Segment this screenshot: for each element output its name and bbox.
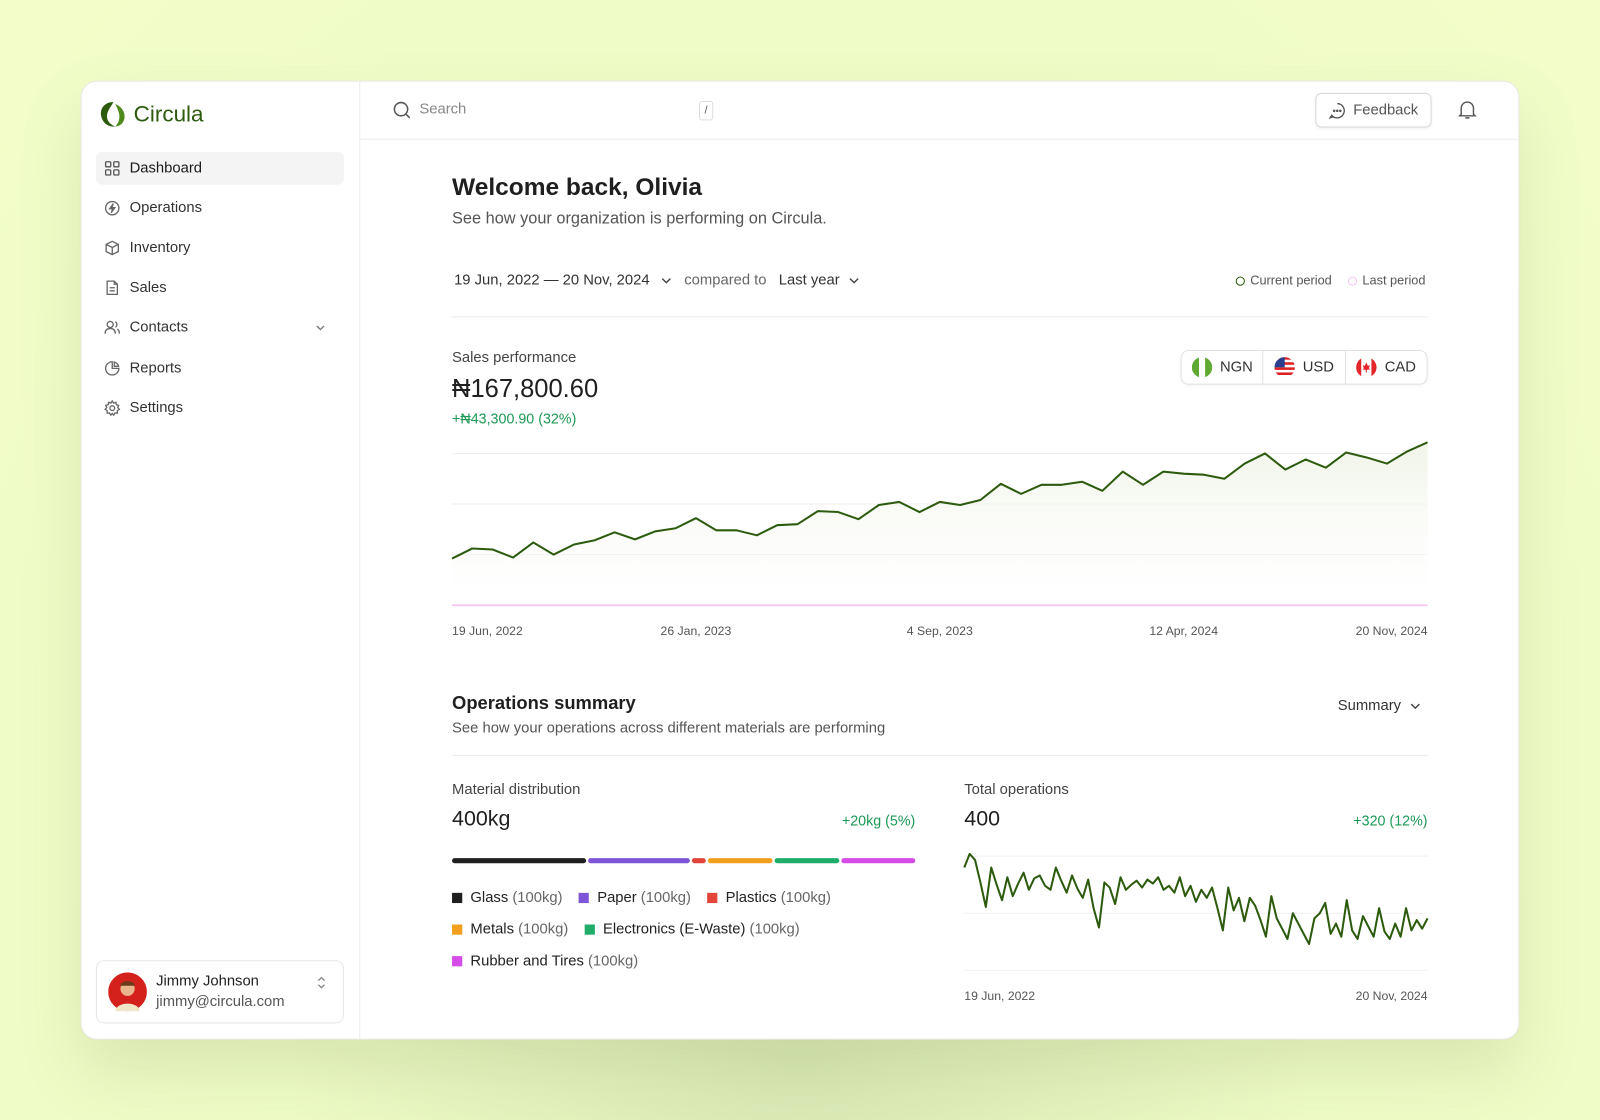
brand-logo: [100, 102, 125, 127]
nav-label: Dashboard: [129, 160, 202, 177]
legend-swatch: [452, 892, 463, 904]
currency-label: NGN: [1219, 359, 1253, 376]
material-total: 400kg: [452, 807, 511, 831]
feedback-label: Feedback: [1353, 102, 1419, 119]
legend-name: Paper: [597, 889, 637, 907]
legend-amount: (100kg): [640, 889, 691, 907]
view-label: Summary: [1337, 697, 1402, 715]
section-title: Operations summary: [452, 692, 636, 714]
legend-label: Last period: [1362, 273, 1426, 288]
nav-label: Contacts: [129, 319, 188, 336]
nav-item[interactable]: Settings: [96, 392, 344, 425]
search-shortcut: /: [698, 101, 714, 121]
nav-item[interactable]: Reports: [96, 352, 344, 385]
nav-item[interactable]: Sales: [96, 271, 344, 304]
search-icon: [393, 101, 411, 119]
legend-item: Electronics (E-Waste) (100kg): [584, 919, 800, 939]
sales-change: +₦43,300.90 (32%): [452, 410, 577, 427]
divider: [452, 755, 1428, 757]
currency-label: CAD: [1384, 359, 1416, 376]
legend-item: Metals (100kg): [452, 919, 568, 939]
total-ops-total: 400: [964, 807, 1001, 831]
legend-swatch: [584, 924, 595, 935]
legend-name: Electronics (E-Waste): [602, 921, 746, 938]
nav-item[interactable]: Operations: [96, 192, 344, 225]
legend-item: Last period: [1348, 273, 1426, 288]
nav-label: Reports: [129, 360, 182, 377]
search-input[interactable]: Search: [419, 101, 467, 118]
legend-item: Paper (100kg): [578, 888, 691, 908]
currency-option[interactable]: NGN: [1182, 351, 1263, 384]
section-subtitle: See how your operations across different…: [452, 720, 886, 737]
material-legend: Glass (100kg) Paper (100kg) Plastics (100kg) M…: [452, 888, 921, 972]
legend-swatch: [452, 924, 463, 935]
legend-item: Glass (100kg): [452, 888, 562, 908]
legend-amount: (100kg): [518, 921, 569, 938]
page-subtitle: See how your organization is performing …: [452, 210, 827, 228]
divider: [452, 316, 1428, 318]
date-range-chevron[interactable]: [660, 274, 672, 286]
nav-label: Operations: [129, 199, 202, 217]
filter-row: 19 Jun, 2022 — 20 Nov, 2024 compared to …: [454, 272, 860, 289]
nav-label: Sales: [129, 279, 167, 296]
legend-name: Glass: [470, 889, 509, 907]
brand-name: Circula: [133, 101, 204, 127]
user-avatar: [108, 972, 147, 1012]
legend-item: Current period: [1235, 273, 1332, 288]
user-name: Jimmy Johnson: [156, 973, 259, 990]
notifications-button[interactable]: [1458, 100, 1477, 119]
comparison-select[interactable]: Last year: [778, 272, 840, 289]
material-label: Material distribution: [452, 781, 581, 798]
currency-option[interactable]: CAD: [1344, 351, 1427, 384]
material-change: +20kg (5%): [841, 812, 916, 829]
currency-label: USD: [1302, 359, 1334, 376]
legend-swatch: [707, 892, 718, 904]
legend-amount: (100kg): [780, 889, 831, 907]
nav-item[interactable]: Dashboard: [95, 152, 344, 185]
legend-amount: (100kg): [587, 953, 639, 970]
legend-dot: [1348, 276, 1358, 286]
legend-amount: (100kg): [749, 921, 800, 938]
legend-dot: [1235, 276, 1246, 286]
legend-item: Plastics (100kg): [707, 888, 831, 908]
nav-label: Inventory: [129, 239, 191, 257]
sales-legend: Current period Last period: [1235, 272, 1426, 288]
total-ops-label: Total operations: [964, 781, 1069, 798]
legend-name: Metals: [470, 921, 514, 938]
legend-amount: (100kg): [512, 889, 563, 907]
user-email: jimmy@circula.com: [156, 993, 285, 1011]
nav-item[interactable]: Contacts: [96, 311, 344, 344]
nav-label: Settings: [129, 399, 184, 417]
view-select[interactable]: Summary: [1338, 698, 1422, 714]
feedback-button[interactable]: Feedback: [1315, 92, 1432, 128]
sales-total: ₦167,800.60: [452, 374, 599, 404]
user-menu-toggle[interactable]: [315, 974, 327, 990]
legend-item: Rubber and Tires (100kg): [452, 951, 638, 971]
sidebar-border: [359, 81, 361, 1039]
legend-swatch: [578, 892, 590, 904]
expand-chevron[interactable]: [314, 321, 326, 333]
currency-switch: NGN USD CAD: [1180, 349, 1428, 385]
legend-name: Rubber and Tires: [470, 953, 584, 970]
legend-swatch: [452, 956, 463, 967]
comparison-chevron[interactable]: [848, 274, 860, 286]
legend-label: Current period: [1250, 273, 1332, 288]
sales-label: Sales performance: [452, 349, 577, 367]
total-ops-change: +320 (12%): [1353, 812, 1428, 829]
page-title: Welcome back, Olivia: [452, 173, 703, 202]
user-card[interactable]: [95, 960, 344, 1024]
compared-to-label: compared to: [684, 272, 767, 289]
nav-item[interactable]: Inventory: [96, 232, 344, 265]
legend-name: Plastics: [725, 889, 777, 907]
topbar-border: [360, 138, 1519, 140]
currency-option[interactable]: USD: [1262, 351, 1345, 384]
date-range[interactable]: 19 Jun, 2022 — 20 Nov, 2024: [454, 272, 650, 289]
